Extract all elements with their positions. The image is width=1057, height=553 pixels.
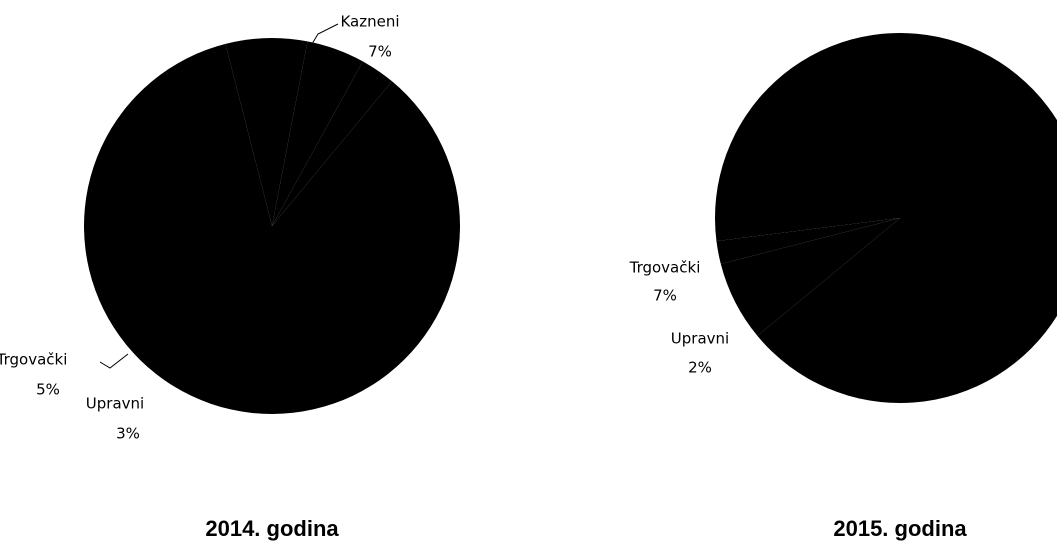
chart-title: 2015. godina (833, 516, 967, 541)
slice-label: Trgovački (629, 259, 701, 277)
slice-label: Upravni (86, 395, 144, 413)
slice-label: Kazneni (340, 13, 399, 31)
slice-value-label: 3% (116, 425, 140, 443)
slice-value-label: 7% (653, 287, 677, 305)
slice-value-label: 2% (688, 359, 712, 377)
slice-label: Trgovački (0, 351, 67, 369)
pie-slice (272, 41, 363, 226)
pie-slice (272, 61, 393, 227)
leader-line (311, 23, 339, 45)
pie-slice (225, 38, 308, 227)
slice-value-label: 7% (368, 43, 392, 61)
pie-slice (720, 218, 900, 336)
slice-value-label: 5% (36, 381, 60, 399)
chart-title: 2014. godina (205, 516, 339, 541)
leader-line (99, 353, 129, 369)
slice-label: Upravni (671, 330, 729, 348)
pie-slice (715, 33, 1057, 403)
pie-slice (716, 218, 900, 265)
pie-slice (83, 43, 460, 414)
